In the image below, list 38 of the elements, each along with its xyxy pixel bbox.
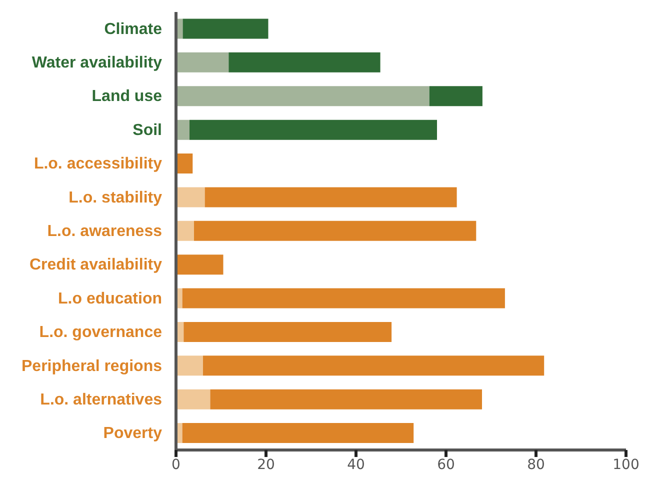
x-tick-label: 20: [257, 456, 275, 473]
bar: [429, 86, 482, 106]
y-tick-label: L.o. accessibility: [34, 156, 162, 173]
y-tick-label: L.o education: [58, 290, 162, 308]
bar: [176, 52, 229, 72]
y-tick-label: L.o. alternatives: [40, 391, 162, 408]
y-tick-label: L.o. awareness: [47, 223, 162, 240]
y-tick-label: L.o. governance: [39, 324, 162, 342]
x-tick-label: 60: [437, 456, 455, 473]
y-tick-label: Peripheral regions: [22, 358, 162, 375]
y-tick-label: Climate: [104, 20, 162, 38]
bar: [204, 187, 457, 208]
bar: [194, 220, 476, 241]
bar: [176, 389, 210, 410]
bar: [228, 52, 380, 72]
bar: [176, 187, 205, 208]
bar: [203, 356, 544, 376]
bar: [176, 86, 430, 106]
x-tick-label: 80: [527, 456, 545, 473]
bar: [182, 423, 414, 444]
y-tick-label: Water availability: [32, 54, 162, 72]
bar: [182, 288, 505, 308]
bar: [176, 220, 194, 241]
y-tick-label: Credit availability: [30, 256, 162, 274]
y-tick-label: Soil: [132, 122, 162, 139]
y-tick-label: L.o. stability: [68, 189, 162, 206]
bar: [184, 322, 392, 342]
bar: [176, 154, 193, 174]
bar: [190, 120, 437, 140]
y-tick-label: Land use: [92, 88, 162, 106]
x-tick-label: 100: [612, 456, 640, 473]
x-tick-label: 40: [347, 456, 365, 473]
bar: [176, 254, 224, 275]
x-tick-label: 0: [172, 456, 180, 473]
bar: [176, 356, 203, 376]
bar: [182, 18, 268, 39]
y-tick-label: Poverty: [103, 425, 162, 442]
bar: [210, 389, 482, 410]
